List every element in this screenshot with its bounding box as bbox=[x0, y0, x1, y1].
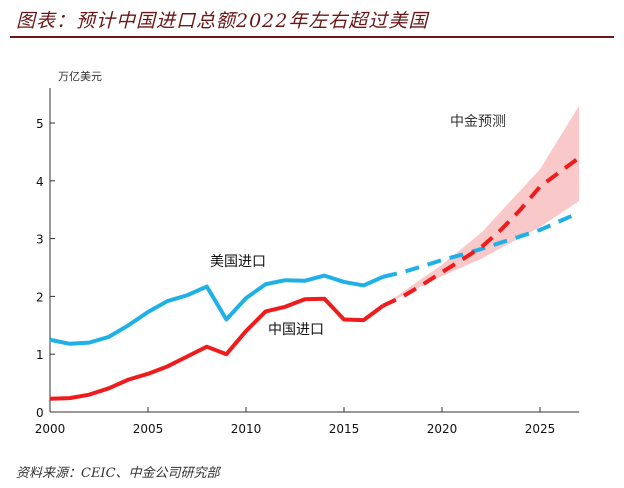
forecast-band bbox=[383, 105, 580, 306]
title-divider bbox=[10, 36, 614, 38]
series-label-us: 美国进口 bbox=[210, 254, 266, 270]
y-tick-label: 1 bbox=[36, 348, 44, 362]
series-line-us bbox=[49, 273, 385, 346]
y-tick-label: 2 bbox=[36, 290, 44, 304]
x-tick-label: 2005 bbox=[133, 422, 164, 436]
series-line-china-forecast bbox=[382, 156, 581, 308]
figure-title: 图表：预计中国进口总额2022年左右超过美国 bbox=[16, 10, 429, 32]
series-line-china bbox=[49, 296, 385, 401]
forecast-annotation: 中金预测 bbox=[450, 114, 506, 130]
x-tick-label: 2020 bbox=[427, 422, 458, 436]
source-note: 资料来源：CEIC、中金公司研究部 bbox=[16, 466, 220, 481]
y-tick-label: 5 bbox=[36, 117, 44, 131]
series-line-us-forecast bbox=[382, 210, 581, 279]
y-tick-label: 3 bbox=[36, 233, 44, 247]
y-axis-label: 万亿美元 bbox=[58, 70, 102, 83]
x-tick-label: 2000 bbox=[35, 422, 66, 436]
x-tick-label: 2010 bbox=[231, 422, 262, 436]
x-tick-label: 2025 bbox=[525, 422, 556, 436]
y-tick-label: 0 bbox=[36, 406, 44, 420]
y-tick-label: 4 bbox=[36, 175, 44, 189]
x-tick-label: 2015 bbox=[329, 422, 360, 436]
series-label-china: 中国进口 bbox=[268, 322, 324, 338]
